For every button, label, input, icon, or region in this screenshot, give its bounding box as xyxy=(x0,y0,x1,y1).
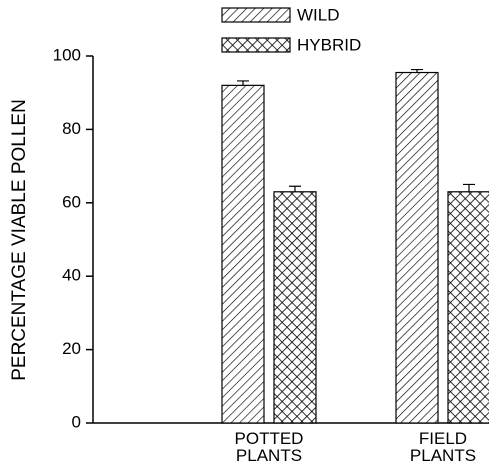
bar xyxy=(447,191,489,424)
legend-swatch xyxy=(221,37,291,53)
y-tick-label: 20 xyxy=(62,339,81,358)
x-tick-label: POTTED PLANTS xyxy=(234,429,304,465)
legend-swatch xyxy=(221,7,291,23)
y-tick-label: 0 xyxy=(72,412,81,431)
error-bar xyxy=(411,68,423,73)
bar xyxy=(395,71,439,424)
error-bar xyxy=(237,80,249,86)
bar xyxy=(273,191,317,424)
y-tick-label: 80 xyxy=(62,119,81,138)
legend-label: WILD xyxy=(297,5,340,24)
y-tick-label: 40 xyxy=(62,266,81,285)
y-tick-label: 60 xyxy=(62,192,81,211)
legend-label: HYBRID xyxy=(297,35,361,54)
y-axis-label: PERCENTAGE VIABLE POLLEN xyxy=(9,99,30,381)
bar xyxy=(221,84,265,424)
x-tick-label: FIELD PLANTS xyxy=(409,429,477,465)
error-bar xyxy=(463,183,475,192)
y-tick-label: 100 xyxy=(53,45,81,64)
error-bar xyxy=(289,185,301,192)
